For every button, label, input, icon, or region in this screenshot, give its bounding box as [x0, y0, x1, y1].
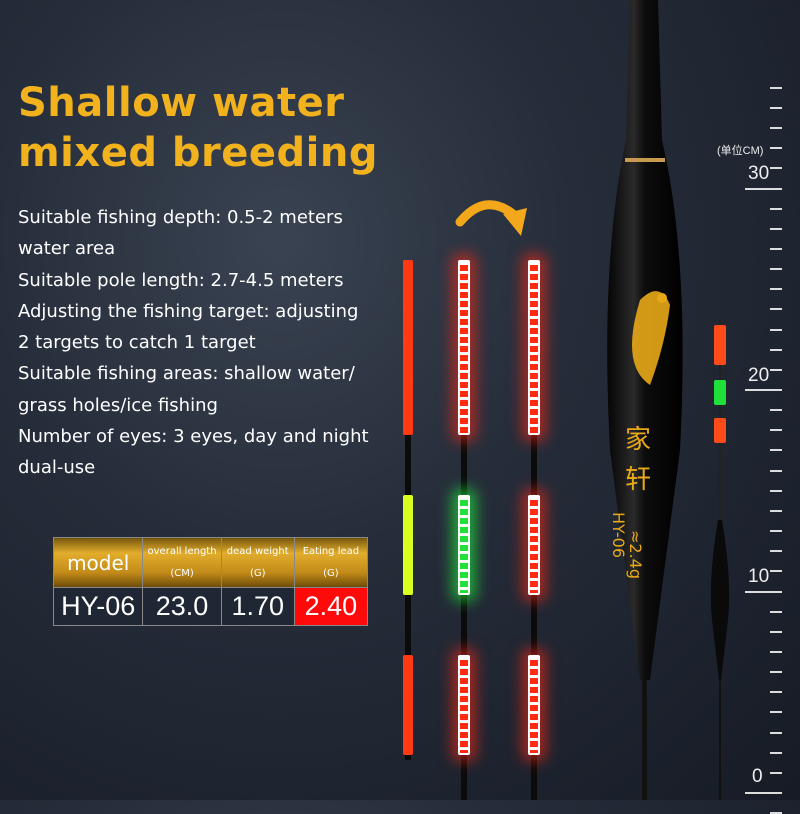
- spec-line: Suitable fishing areas: shallow water/: [18, 363, 355, 385]
- spec-line: grass holes/ice fishing: [18, 394, 218, 416]
- ruler-tick: [745, 792, 782, 794]
- ruler-tick: [770, 207, 782, 210]
- spec-line: Suitable fishing depth: 0.5-2 meters: [18, 207, 343, 228]
- header-unit: (CM): [170, 567, 194, 579]
- ruler-tick: [770, 711, 782, 714]
- ruler-tick: [770, 368, 782, 371]
- ruler-tick: [770, 409, 782, 412]
- ruler-label-0: 0: [752, 766, 763, 787]
- header-unit: (G): [323, 567, 339, 579]
- ruler-tick: [770, 227, 782, 230]
- float-tip-night-green: [458, 260, 470, 800]
- ruler-tick: [770, 671, 782, 674]
- header-label: overall length: [147, 545, 217, 557]
- spec-line: 2 targets to catch 1 target: [18, 332, 256, 354]
- ruler-tick: [770, 449, 782, 452]
- ruler-tick: [770, 509, 782, 512]
- ruler-label-30: 30: [748, 163, 770, 184]
- float-body: [607, 0, 683, 800]
- ruler-tick: [770, 429, 782, 432]
- ruler-tick: [770, 147, 782, 150]
- green-led-segment: [458, 495, 470, 595]
- cell-length: 23.0: [142, 587, 222, 626]
- spec-list: Suitable fishing depth: 0.5-2 meters wat…: [18, 202, 398, 484]
- cell-model: HY-06: [52, 587, 144, 626]
- ruler-tick: [770, 771, 782, 774]
- float-tip-night-red: [528, 260, 540, 800]
- ruler-tick: [770, 489, 782, 492]
- header-label: dead weight: [226, 545, 289, 557]
- ruler-tick: [770, 127, 782, 130]
- red-segment: [403, 655, 413, 755]
- cell-weight: 1.70: [220, 587, 295, 626]
- red-led-segment: [458, 655, 470, 755]
- ruler-tick: [770, 650, 782, 653]
- ruler-tick: [770, 731, 782, 734]
- red-led-segment: [528, 655, 540, 755]
- ruler-tick: [770, 691, 782, 694]
- header-label: Eating lead: [302, 545, 360, 557]
- header-unit: (G): [249, 567, 266, 579]
- float-brand: 家轩: [625, 425, 652, 495]
- yellow-segment: [403, 495, 413, 595]
- header-lead: Eating lead (G): [293, 537, 369, 588]
- small-float: [710, 320, 730, 800]
- header-weight: dead weight (G): [220, 537, 295, 588]
- ruler-label-10: 10: [748, 566, 770, 587]
- ruler-tick: [770, 348, 782, 351]
- ruler-tick: [770, 530, 782, 533]
- ruler-tick: [770, 328, 782, 331]
- spec-line: dual-use: [18, 457, 96, 479]
- ruler-tick: [770, 268, 782, 271]
- spec-table: model overall length (CM) dead weight (G) …: [52, 537, 369, 626]
- red-led-segment: [528, 260, 540, 435]
- ruler-tick: [745, 187, 782, 190]
- red-segment: [403, 260, 413, 435]
- ruler-tick: [770, 167, 782, 170]
- red-led-segment: [528, 495, 540, 595]
- curved-arrow-icon: [455, 200, 527, 236]
- spec-line: Number of eyes: 3 eyes, day and night: [18, 426, 369, 448]
- float-model: HY-06: [609, 512, 628, 559]
- ruler-tick: [770, 630, 782, 633]
- spec-line: water area: [18, 238, 116, 260]
- ruler-tick: [770, 570, 782, 573]
- ruler-tick: [770, 247, 782, 250]
- ruler-tick: [770, 751, 782, 754]
- ruler-tick: [770, 308, 782, 311]
- ruler-tick: [770, 610, 782, 613]
- ruler-tick: [770, 550, 782, 553]
- table-row: HY-06 23.0 1.70 2.40: [52, 587, 369, 626]
- ruler-tick: [745, 590, 782, 593]
- red-led-segment: [458, 260, 470, 435]
- ruler-tick: [770, 469, 782, 472]
- ruler-tick: [770, 288, 782, 291]
- ruler-tick: [745, 389, 782, 391]
- spec-line: Suitable pole length: 2.7-4.5 meters: [18, 269, 344, 291]
- ruler-tick: [770, 86, 782, 89]
- ruler-unit: (单位CM): [717, 145, 764, 157]
- header-length: overall length (CM): [142, 537, 222, 588]
- ruler-tick: [770, 106, 782, 109]
- headline: Shallow water mixed breeding: [18, 80, 378, 176]
- ruler-label-20: 20: [748, 365, 770, 386]
- header-model: model: [52, 537, 144, 588]
- float-weight: ≈2.4g: [626, 530, 645, 580]
- cell-lead: 2.40: [293, 587, 369, 626]
- spec-line: Adjusting the fishing target: adjusting: [18, 300, 359, 322]
- float-tip-daytime: [403, 260, 413, 760]
